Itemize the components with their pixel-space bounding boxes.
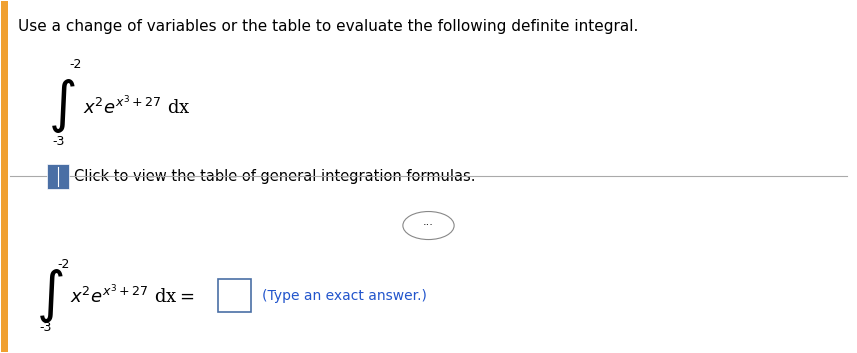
Text: -2: -2 [57,258,69,270]
FancyBboxPatch shape [218,279,251,312]
Text: $\int$: $\int$ [48,77,76,136]
Text: Click to view the table of general integration formulas.: Click to view the table of general integ… [74,169,476,184]
Text: (Type an exact answer.): (Type an exact answer.) [262,288,427,303]
FancyBboxPatch shape [46,164,69,189]
FancyBboxPatch shape [2,1,9,352]
Text: Use a change of variables or the table to evaluate the following definite integr: Use a change of variables or the table t… [19,19,638,34]
Text: -3: -3 [39,321,52,334]
Text: ···: ··· [423,221,434,231]
Text: -2: -2 [69,58,82,71]
Text: $x^2e^{x^3+27}\ \mathregular{dx} =$: $x^2e^{x^3+27}\ \mathregular{dx} =$ [69,284,195,307]
Ellipse shape [403,211,454,240]
Text: $x^2e^{x^3+27}\ \mathregular{dx}$: $x^2e^{x^3+27}\ \mathregular{dx}$ [82,95,190,118]
Text: -3: -3 [52,135,65,148]
Text: $\int$: $\int$ [35,267,63,324]
